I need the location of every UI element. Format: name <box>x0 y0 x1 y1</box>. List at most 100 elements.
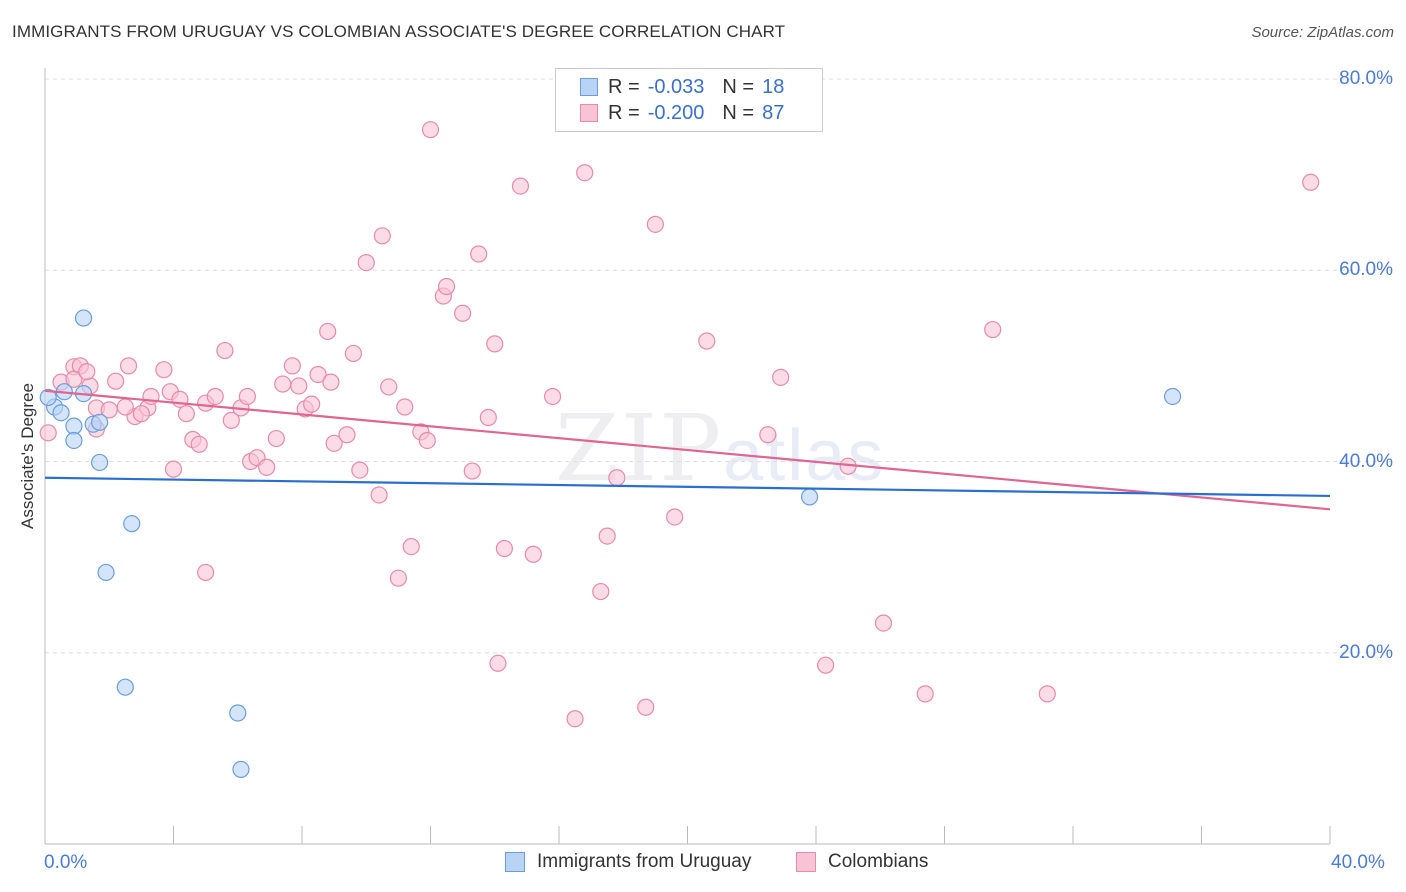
colombian-point <box>132 405 150 423</box>
colombian-point <box>637 698 655 716</box>
colombian-point <box>171 390 189 408</box>
colombian-point <box>206 387 224 406</box>
colombian-point <box>698 332 716 350</box>
legend-row-colombians: R = -0.200 N = 87 <box>580 101 784 125</box>
uruguay-point <box>1163 387 1182 406</box>
colombian-point <box>222 411 240 429</box>
colombian-point <box>119 357 138 375</box>
legend-n-label: N = <box>722 75 755 98</box>
legend-swatch-uruguay <box>580 78 598 96</box>
colombian-point <box>309 365 327 384</box>
colombian-point <box>78 363 96 381</box>
colombian-point <box>479 408 497 427</box>
colombian-point <box>373 227 391 245</box>
uruguay-point <box>123 515 141 533</box>
colombian-point <box>1038 685 1056 703</box>
y-tick-label: 20.0% <box>1339 641 1393 663</box>
colombian-point <box>319 322 337 341</box>
uruguay-point <box>91 413 109 431</box>
uruguay-point <box>229 704 247 722</box>
colombian-point <box>495 539 513 558</box>
x-tick-label-max: 40.0% <box>1331 852 1385 873</box>
series-legend-item-uruguay[interactable]: Immigrants from Uruguay <box>505 851 751 873</box>
watermark: ZIPatlas <box>555 395 885 502</box>
series-legend-label: Colombians <box>828 851 929 872</box>
colombian-point <box>197 563 215 582</box>
uruguay-point <box>91 453 109 472</box>
uruguay-point <box>97 563 115 582</box>
colombian-point <box>370 486 388 504</box>
colombian-point <box>566 710 584 728</box>
colombian-point <box>177 405 195 423</box>
colombian-point <box>338 426 356 444</box>
colombian-point <box>1302 173 1320 191</box>
colombian-point <box>164 460 183 478</box>
colombian-point <box>916 685 934 703</box>
colombian-point <box>258 458 276 476</box>
y-axis-label: Associate's Degree <box>18 383 37 529</box>
colombian-point <box>39 424 57 442</box>
colombian-point <box>543 387 562 406</box>
colombian-point <box>524 545 542 563</box>
watermark-main: ZIP <box>555 395 724 502</box>
colombian-point <box>772 368 790 386</box>
colombian-point <box>421 121 440 139</box>
colombian-point <box>486 335 504 353</box>
legend-r-value: -0.200 <box>647 101 705 124</box>
legend-r-label: R = <box>608 101 640 124</box>
colombian-point <box>116 398 134 416</box>
colombian-point <box>216 341 234 360</box>
legend-r-value: -0.033 <box>647 75 705 98</box>
legend-swatch-colombians <box>580 104 598 122</box>
colombian-point <box>576 164 594 182</box>
colombian-point <box>984 320 1002 339</box>
colombian-point <box>357 254 375 272</box>
uruguay-point <box>74 309 93 327</box>
colombian-point <box>470 245 488 263</box>
colombian-point <box>874 614 893 632</box>
legend-n-value: 87 <box>762 101 785 124</box>
uruguay-point <box>116 678 134 696</box>
colombian-point <box>666 508 684 526</box>
legend-row-uruguay: R = -0.033 N = 18 <box>580 75 784 99</box>
colombian-point <box>389 569 407 587</box>
uruguay-point <box>65 417 83 435</box>
colombian-point <box>511 177 530 195</box>
colombian-point <box>592 582 610 601</box>
colombian-point <box>608 469 626 487</box>
uruguay-point <box>65 431 83 450</box>
colombian-point <box>489 654 507 672</box>
colombian-point <box>325 434 343 452</box>
colombian-point <box>65 370 83 388</box>
colombian-point <box>380 378 398 396</box>
uruguay-point <box>800 488 819 506</box>
x-tick-label-min: 0.0% <box>44 852 88 873</box>
colombian-point <box>107 372 125 390</box>
y-tick-label: 60.0% <box>1339 259 1393 281</box>
colombian-point <box>303 395 321 413</box>
colombian-point <box>454 304 472 322</box>
colombian-point <box>155 361 173 379</box>
colombian-point <box>463 462 481 480</box>
legend-n-label: N = <box>722 101 755 124</box>
colombian-point <box>274 375 292 393</box>
series-legend-item-colombians[interactable]: Colombians <box>796 851 928 873</box>
colombian-point <box>817 656 835 674</box>
chart-title: IMMIGRANTS FROM URUGUAY VS COLOMBIAN ASS… <box>12 22 786 41</box>
colombian-point <box>344 344 362 363</box>
uruguay-point <box>52 404 70 422</box>
colombian-point <box>290 377 308 395</box>
colombian-point <box>418 431 436 450</box>
colombian-point <box>759 426 777 444</box>
colombian-point <box>396 398 414 416</box>
colombian-point <box>238 387 256 406</box>
series-legend-label: Immigrants from Uruguay <box>537 851 752 872</box>
colombian-point <box>351 461 369 479</box>
series-legend: Immigrants from Uruguay Colombians <box>0 851 1406 879</box>
uruguay-point <box>232 760 250 779</box>
colombian-point <box>437 277 456 296</box>
correlation-legend: R = -0.033 N = 18 R = -0.200 N = 87 <box>555 68 823 132</box>
uruguay-trend-line <box>44 476 1331 498</box>
source-label: Source: ZipAtlas.com <box>1251 24 1394 41</box>
